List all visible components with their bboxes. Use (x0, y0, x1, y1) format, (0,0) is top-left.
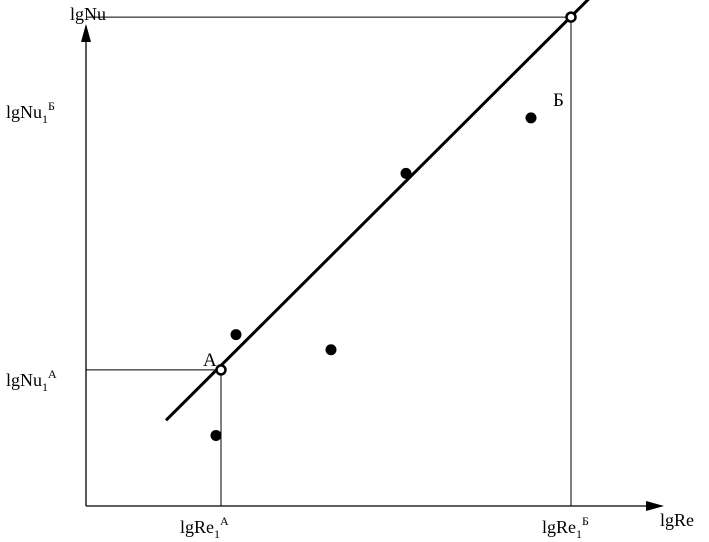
data-point-2 (230, 329, 242, 341)
y-tick-a-sub: 1 (42, 380, 48, 394)
x-tick-b-sub: 1 (576, 527, 582, 541)
x-tick-a-base: lgRe (180, 517, 214, 537)
y-tick-a-sup: А (48, 367, 57, 381)
data-point-5 (525, 112, 537, 124)
data-point-4 (400, 167, 412, 179)
y-tick-label-a: lgNu1А (6, 367, 57, 394)
data-point-1 (210, 429, 222, 441)
y-tick-label-b: lgNu1Б (6, 99, 55, 126)
x-tick-b-base: lgRe (542, 517, 576, 537)
marked-point-label-a: А (203, 350, 217, 371)
marked-point-a (215, 364, 227, 376)
y-axis-label: lgNu (70, 4, 106, 24)
y-tick-b-sup: Б (48, 99, 55, 113)
x-tick-a-sub: 1 (214, 527, 220, 541)
y-tick-b-sub: 1 (42, 112, 48, 126)
data-point-3 (325, 344, 337, 356)
y-tick-b-base: lgNu (6, 102, 42, 122)
projection-lines (86, 16, 572, 506)
x-tick-b-sup: Б (582, 514, 589, 528)
x-tick-a-sup: А (220, 514, 229, 528)
y-tick-a-base: lgNu (6, 370, 42, 390)
marked-points (215, 11, 577, 376)
marked-point-b (565, 11, 577, 23)
fit-line (164, 0, 590, 422)
data-points (210, 112, 537, 441)
x-axis-label: lgRe (660, 510, 694, 530)
x-tick-label-a: lgRe1А (180, 514, 229, 541)
x-tick-label-b: lgRe1Б (542, 514, 589, 541)
marked-point-label-b: Б (553, 90, 564, 111)
